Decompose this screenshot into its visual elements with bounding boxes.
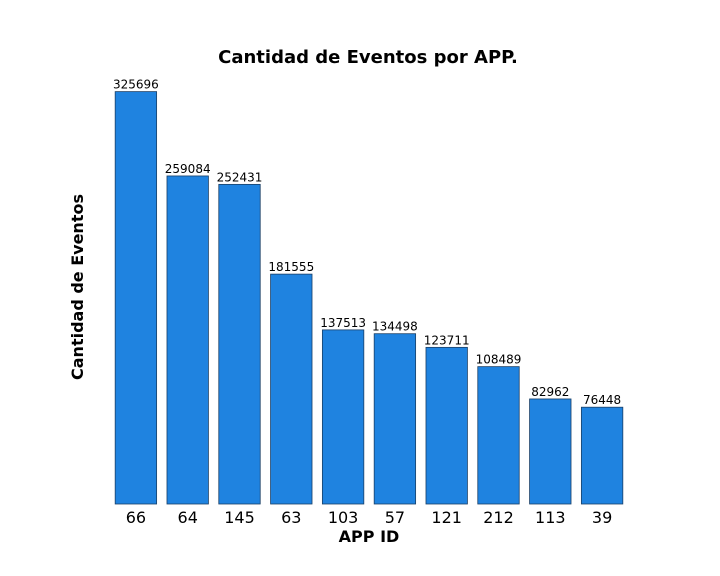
x-axis-label: APP ID (339, 527, 400, 546)
bar-39 (580, 406, 624, 505)
x-tick-label-57: 57 (385, 508, 405, 527)
bar-121 (425, 346, 468, 505)
value-labels-group: 325696 259084 252431 181555 137513 134498 1237… (113, 78, 621, 408)
bar-64 (166, 175, 209, 505)
bar-212 (477, 366, 520, 505)
value-label-66: 325696 (113, 78, 159, 92)
x-tick-label-113: 113 (535, 508, 566, 527)
x-tick-label-145: 145 (224, 508, 255, 527)
bars-group (114, 91, 624, 505)
bar-63 (270, 273, 313, 505)
x-tick-label-64: 64 (178, 508, 198, 527)
bar-103 (321, 329, 365, 505)
x-tick-label-63: 63 (281, 508, 301, 527)
value-label-57: 134498 (372, 320, 418, 334)
x-tick-label-103: 103 (328, 508, 359, 527)
value-label-113: 82962 (531, 385, 569, 399)
x-tick-label-66: 66 (126, 508, 146, 527)
x-tick-labels-group: 66 64 145 63 103 57 121 212 113 39 (126, 508, 613, 527)
x-tick-label-212: 212 (483, 508, 514, 527)
value-label-121: 123711 (424, 333, 470, 347)
bar-113 (529, 398, 572, 505)
value-label-39: 76448 (583, 393, 621, 407)
value-label-212: 108489 (476, 353, 522, 367)
chart-title: Cantidad de Eventos por APP. (218, 47, 518, 68)
x-tick-label-121: 121 (431, 508, 462, 527)
value-label-145: 252431 (217, 170, 263, 184)
bar-66 (114, 91, 158, 505)
y-axis-label: Cantidad de Eventos (68, 194, 87, 380)
value-label-103: 137513 (320, 316, 366, 330)
value-label-64: 259084 (165, 162, 211, 176)
bar-57 (373, 333, 417, 505)
bar-145 (218, 183, 261, 505)
value-label-63: 181555 (268, 260, 314, 274)
x-tick-label-39: 39 (592, 508, 612, 527)
